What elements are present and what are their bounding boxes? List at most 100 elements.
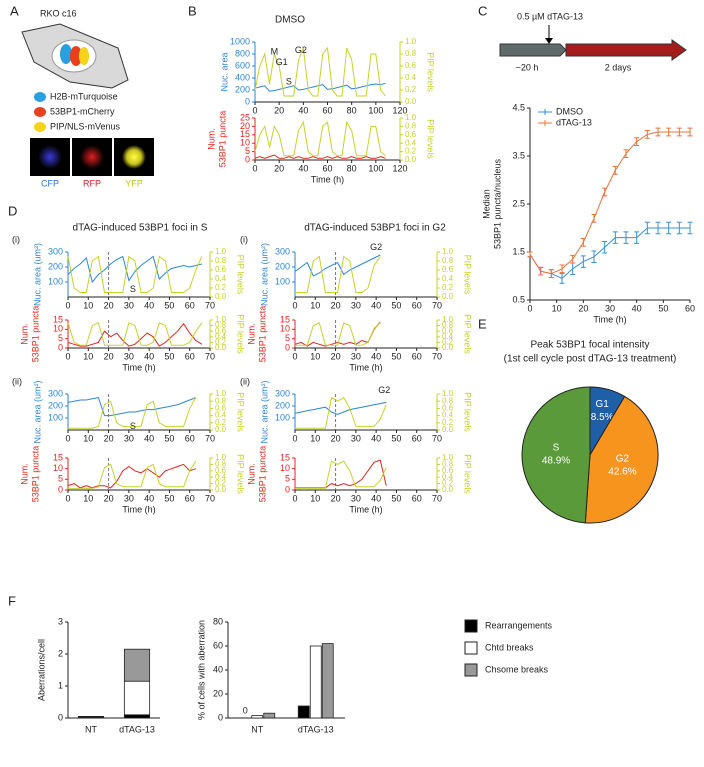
x-tick-label: 0 — [292, 351, 297, 361]
y2-tick-label: 0.6 — [215, 404, 227, 413]
error-bar — [666, 221, 672, 235]
x-tick-label: 50 — [391, 300, 401, 310]
error-bar — [687, 221, 693, 235]
y2-tick-label: 1.0 — [442, 389, 454, 398]
y2-tick-label: 1.0 — [442, 453, 454, 462]
legend-icon — [34, 107, 46, 117]
y2-tick-label: 0.4 — [442, 274, 454, 283]
y2-tick-label: 0.0 — [442, 343, 454, 352]
y2-tick-label: 0.0 — [215, 425, 227, 434]
phase-arrow — [565, 39, 687, 61]
x-tick-label: 50 — [164, 493, 174, 503]
y-axis-label: Nuc. area (um²) — [259, 243, 269, 306]
y-axis-label: 53BP1 puncta — [217, 111, 227, 168]
x-tick-label: 0 — [252, 105, 257, 115]
x-tick-label: 70 — [432, 351, 442, 361]
x-tick-label: 20 — [331, 300, 341, 310]
y2-tick-label: 0.8 — [442, 460, 454, 469]
y2-tick-label: 1.0 — [215, 453, 227, 462]
y2-axis-label: PIP levels — [236, 314, 246, 354]
treatment-label: 0.5 µM dTAG-13 — [517, 11, 583, 21]
marker-label: PIP/NLS-mVenus — [50, 121, 121, 131]
y-tick-label: 600 — [235, 60, 250, 70]
y2-tick-label: 0.8 — [442, 256, 454, 265]
error-bar — [559, 273, 565, 284]
x-tick-label: 60 — [412, 300, 422, 310]
legend-icon — [34, 122, 46, 132]
y2-tick-label: 0.4 — [215, 332, 227, 341]
error-bar — [591, 250, 597, 264]
bar-segment — [123, 680, 151, 716]
y2-tick-label: 1.0 — [215, 389, 227, 398]
error-bar — [666, 127, 672, 137]
y-axis-label: Nuc. area (um²) — [32, 243, 42, 306]
cell-blob — [38, 145, 62, 169]
slice-value: 42.6% — [608, 467, 636, 478]
cell-blob — [80, 145, 104, 169]
x-tick-label: 10 — [310, 300, 320, 310]
channel-label: YFP — [125, 178, 143, 188]
x-tick-label: 30 — [351, 351, 361, 361]
series-line — [294, 401, 387, 415]
y2-tick-label: 0.0 — [442, 485, 454, 494]
y2-tick-label: 1.0 — [405, 113, 417, 122]
panel-letter: A — [10, 3, 19, 18]
y-tick-label: 200 — [48, 400, 63, 410]
x-tick-label: 50 — [164, 433, 174, 443]
x-tick-label: 20 — [331, 493, 341, 503]
y-tick-label: 60 — [213, 640, 223, 650]
y2-tick-label: 0.2 — [442, 418, 454, 427]
y-tick-label: 0 — [58, 484, 63, 494]
x-tick-label: 50 — [164, 351, 174, 361]
y2-tick-label: 0.2 — [215, 283, 227, 292]
y-tick-label: 5 — [285, 333, 290, 343]
y-tick-label: 100 — [48, 276, 63, 286]
y-tick-label: 0 — [218, 712, 223, 722]
x-tick-label: 120 — [392, 105, 407, 115]
y-tick-label: 100 — [275, 276, 290, 286]
error-bar — [612, 166, 618, 175]
y-tick-label: 5 — [245, 146, 250, 156]
y-tick-label: 15 — [240, 129, 250, 139]
legend-label: DMSO — [556, 106, 583, 116]
y-tick-label: 4.5 — [512, 102, 525, 112]
chart-title: Peak 53BP1 focal intensity — [531, 340, 650, 351]
series-line — [67, 322, 203, 347]
y-tick-label: 10 — [240, 138, 250, 148]
x-tick-label: 0 — [292, 493, 297, 503]
y2-axis-label: PIP levels — [463, 454, 473, 494]
y-tick-label: 5 — [285, 474, 290, 484]
slice-label: G2 — [616, 454, 630, 465]
x-tick-label: 60 — [185, 300, 195, 310]
y2-tick-label: 0.2 — [405, 85, 417, 94]
y2-tick-label: 0.8 — [405, 49, 417, 58]
y-axis-label: 53BP1 puncta — [257, 306, 267, 363]
bar-segment — [77, 716, 105, 718]
x-tick-label: 60 — [185, 493, 195, 503]
y2-axis-label: PIP levels — [236, 255, 246, 295]
y-tick-label: 300 — [275, 246, 290, 256]
legend-swatch — [538, 120, 552, 126]
error-bar — [634, 137, 640, 146]
chart-title: DMSO — [275, 15, 305, 26]
marker-label: 53BP1-mCherry — [50, 106, 115, 116]
y2-axis-label: PIP levels — [426, 119, 436, 159]
bar-segment — [123, 714, 151, 719]
x-tick-label: 30 — [351, 493, 361, 503]
y-axis-label: Num. — [206, 128, 216, 150]
y-tick-label: 0 — [58, 342, 63, 352]
y-tick-label: 200 — [275, 261, 290, 271]
annotation: M — [271, 47, 279, 57]
x-tick-label: 40 — [144, 300, 154, 310]
series-line — [67, 255, 203, 284]
y-axis-label: Num. — [246, 323, 256, 345]
y-tick-label: 0 — [58, 712, 63, 722]
y2-tick-label: 0.6 — [442, 466, 454, 475]
y2-tick-label: 0.4 — [215, 411, 227, 420]
x-tick-label: 70 — [432, 300, 442, 310]
y-axis-label: Num. — [19, 463, 29, 485]
error-bar — [676, 127, 682, 137]
y-tick-label: 1 — [58, 680, 63, 690]
x-tick-label: 60 — [412, 493, 422, 503]
